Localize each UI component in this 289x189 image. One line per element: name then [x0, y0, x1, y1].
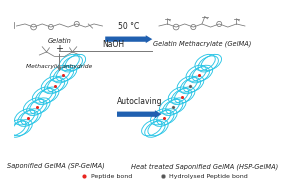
- Text: NaOH: NaOH: [102, 40, 124, 49]
- Text: Autoclaving: Autoclaving: [116, 97, 162, 106]
- Text: Heat treated Saponified GelMA (HSP-GelMA): Heat treated Saponified GelMA (HSP-GelMA…: [131, 163, 278, 170]
- Text: Gelatin Methacrylate (GelMA): Gelatin Methacrylate (GelMA): [153, 40, 251, 47]
- Text: Peptide bond: Peptide bond: [91, 174, 132, 179]
- Text: Methacrylic anhydride: Methacrylic anhydride: [26, 64, 92, 70]
- Text: 50 °C: 50 °C: [118, 22, 139, 31]
- Text: Hydrolysed Peptide bond: Hydrolysed Peptide bond: [169, 174, 248, 179]
- FancyArrow shape: [105, 35, 152, 43]
- Text: Gelatin: Gelatin: [48, 38, 71, 44]
- Text: +: +: [55, 44, 64, 53]
- FancyArrow shape: [117, 110, 162, 118]
- Text: Saponified GelMA (SP-GelMA): Saponified GelMA (SP-GelMA): [7, 163, 104, 170]
